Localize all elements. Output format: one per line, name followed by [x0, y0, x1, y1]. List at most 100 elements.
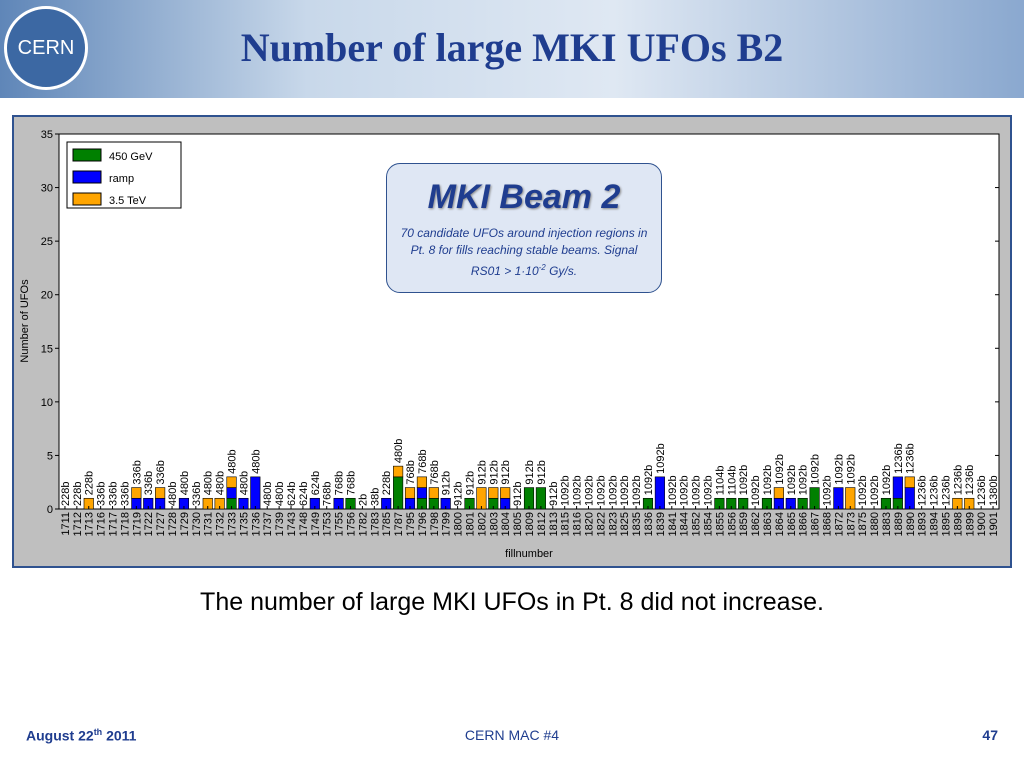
bar-segment	[416, 487, 427, 499]
bunch-label: 1092b	[833, 454, 845, 485]
bunch-label: 1092b	[655, 443, 667, 474]
x-tick-label: 1736	[250, 512, 262, 536]
bar-segment	[773, 487, 784, 499]
bunch-label: 912b	[441, 471, 453, 495]
bunch-label: 480b	[238, 471, 250, 495]
x-tick-label: 1866	[798, 512, 810, 536]
bunch-label: 480b	[262, 482, 274, 506]
y-tick-label: 35	[41, 129, 53, 141]
bunch-label: 1236b	[964, 465, 976, 496]
bunch-label: 1092b	[786, 465, 798, 496]
bunch-label: 1092b	[667, 475, 679, 506]
header: CERN Number of large MKI UFOs B2	[0, 0, 1024, 98]
x-tick-label: 1835	[631, 512, 643, 536]
bar-segment	[416, 476, 427, 488]
bunch-label: 1092b	[774, 454, 786, 485]
caption: The number of large MKI UFOs in Pt. 8 di…	[200, 588, 824, 616]
bunch-label: 768b	[346, 471, 358, 495]
bunch-label: 480b	[227, 449, 239, 473]
legend-label: ramp	[109, 173, 134, 185]
chart: Number of UFOs fillnumber 0 5 10 15 20 25 30 35…	[19, 129, 1000, 560]
x-tick-label: 1722	[143, 512, 155, 536]
y-tick-label: 10	[41, 397, 53, 409]
bunch-label: 1092b	[643, 465, 655, 496]
bunch-label: 912b	[500, 460, 512, 484]
bunch-label: 1236b	[976, 475, 988, 506]
bunch-label: 912b	[453, 482, 465, 506]
bunch-label: 768b	[429, 460, 441, 484]
bunch-label: 480b	[393, 439, 405, 463]
x-tick-label: 1868	[821, 512, 833, 536]
bunch-label: 1092b	[583, 475, 595, 506]
x-tick-label: 1804	[500, 512, 512, 536]
x-tick-label: 1812	[536, 512, 548, 536]
bunch-label: 1092b	[762, 465, 774, 496]
x-tick-label: 1816	[572, 512, 584, 536]
x-tick-label: 1895	[940, 512, 952, 536]
x-tick-label: 1880	[869, 512, 881, 536]
x-axis-label: fillnumber	[505, 548, 553, 560]
bunch-label: 1092b	[691, 475, 703, 506]
bar-segment	[155, 487, 166, 499]
y-axis-label: Number of UFOs	[19, 279, 31, 363]
x-tick-label: 1836	[643, 512, 655, 536]
x-tick-label: 1862	[750, 512, 762, 536]
bunch-label: 336b	[191, 482, 203, 506]
footer-date: August 22th 2011	[26, 727, 136, 744]
bunch-label: 1092b	[702, 475, 714, 506]
chart-frame: Number of UFOs fillnumber 0 5 10 15 20 25 30 35…	[12, 115, 1012, 568]
x-tick-label: 1900	[976, 512, 988, 536]
x-tick-label: 1805	[512, 512, 524, 536]
bunch-label: 228b	[84, 471, 96, 495]
bunch-label: 336b	[143, 471, 155, 495]
inset-box: MKI Beam 2 70 candidate UFOs around inje…	[386, 163, 662, 293]
x-tick-label: 1841	[667, 512, 679, 536]
legend-label: 3.5 TeV	[109, 195, 147, 207]
legend-swatch	[72, 148, 102, 162]
x-tick-label: 1731	[203, 512, 215, 536]
y-tick-label: 20	[41, 290, 53, 302]
legend-swatch	[72, 192, 102, 206]
x-tick-label: 1739	[274, 512, 286, 536]
bar-segment	[654, 476, 665, 510]
x-tick-label: 1809	[524, 512, 536, 536]
x-tick-label: 1867	[810, 512, 822, 536]
bunch-label: 912b	[488, 460, 500, 484]
x-tick-label: 1733	[227, 512, 239, 536]
bar-segment	[404, 487, 416, 499]
bunch-label: 2b	[357, 494, 369, 506]
bunch-label: 1092b	[679, 475, 691, 506]
x-tick-label: 1732	[215, 512, 227, 536]
bunch-label: 480b	[203, 471, 215, 495]
bar-segment	[904, 476, 915, 488]
bunch-label: 912b	[465, 471, 477, 495]
bar-segment	[809, 487, 820, 510]
x-tick-label: 1737	[262, 512, 274, 536]
x-tick-label: 1756	[346, 512, 358, 536]
x-tick-label: 1749	[310, 512, 322, 536]
bunch-label: 228b	[72, 482, 84, 506]
bunch-label: 336b	[131, 460, 143, 484]
x-tick-label: 1899	[964, 512, 976, 536]
x-tick-label: 1796	[417, 512, 429, 536]
x-tick-label: 1712	[72, 512, 84, 536]
x-tick-label: 1800	[453, 512, 465, 536]
x-tick-label: 1844	[679, 512, 691, 536]
bunch-label: 1092b	[845, 454, 857, 485]
x-tick-label: 1854	[702, 512, 714, 536]
x-tick-label: 1803	[488, 512, 500, 536]
x-tick-label: 1883	[881, 512, 893, 536]
bunch-label: 1092b	[572, 475, 584, 506]
bar-segment	[393, 465, 404, 478]
x-tick-label: 1730	[191, 512, 203, 536]
bar-segment	[904, 487, 915, 510]
bunch-label: 228b	[60, 482, 72, 506]
page-number: 47	[982, 727, 998, 743]
bunch-label: 336b	[119, 482, 131, 506]
x-tick-label: 1748	[298, 512, 310, 536]
x-tick-label: 1865	[786, 512, 798, 536]
bunch-label: 1236b	[905, 443, 917, 474]
date-end: 2011	[102, 727, 137, 744]
bunch-label: 768b	[322, 482, 334, 506]
x-tick-label: 1719	[131, 512, 143, 536]
